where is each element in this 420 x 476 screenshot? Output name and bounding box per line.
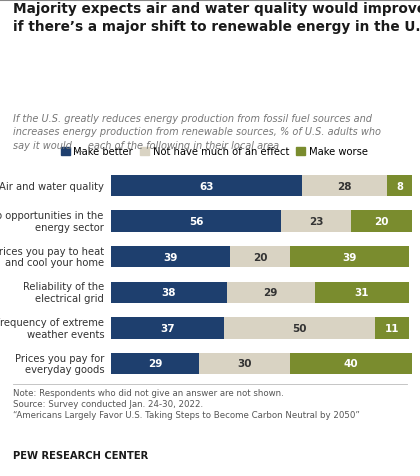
Text: 28: 28 [338,181,352,191]
Bar [302,176,387,197]
Bar [111,317,223,339]
Text: 31: 31 [354,288,369,298]
Bar [315,282,409,303]
Bar [111,247,230,268]
Legend: Make better, Not have much of an effect, Make worse: Make better, Not have much of an effect,… [61,147,367,157]
Text: 50: 50 [292,323,307,333]
Bar [223,317,375,339]
Text: If the U.S. greatly reduces energy production from fossil fuel sources and
incre: If the U.S. greatly reduces energy produ… [13,114,381,151]
Bar [111,176,302,197]
Bar [226,282,315,303]
Text: 39: 39 [163,252,178,262]
Text: 29: 29 [148,358,163,368]
Bar [111,282,226,303]
Text: 40: 40 [344,358,358,368]
Text: 20: 20 [374,217,389,227]
Text: 11: 11 [385,323,399,333]
Text: 63: 63 [200,181,214,191]
Bar [351,211,412,232]
Bar [111,211,281,232]
Bar [387,176,412,197]
Text: 23: 23 [309,217,323,227]
Bar [111,353,199,374]
Bar [281,211,351,232]
Bar [199,353,290,374]
Text: 39: 39 [342,252,357,262]
Bar [290,353,412,374]
Text: Majority expects air and water quality would improve
if there’s a major shift to: Majority expects air and water quality w… [13,2,420,34]
Text: 29: 29 [263,288,278,298]
Text: 20: 20 [253,252,267,262]
Text: 38: 38 [162,288,176,298]
Bar [230,247,290,268]
Text: 30: 30 [238,358,252,368]
Text: PEW RESEARCH CENTER: PEW RESEARCH CENTER [13,450,148,460]
Text: 37: 37 [160,323,175,333]
Text: Note: Respondents who did not give an answer are not shown.
Source: Survey condu: Note: Respondents who did not give an an… [13,388,360,419]
Text: 56: 56 [189,217,203,227]
Bar [290,247,409,268]
Text: 8: 8 [396,181,403,191]
Bar [375,317,409,339]
